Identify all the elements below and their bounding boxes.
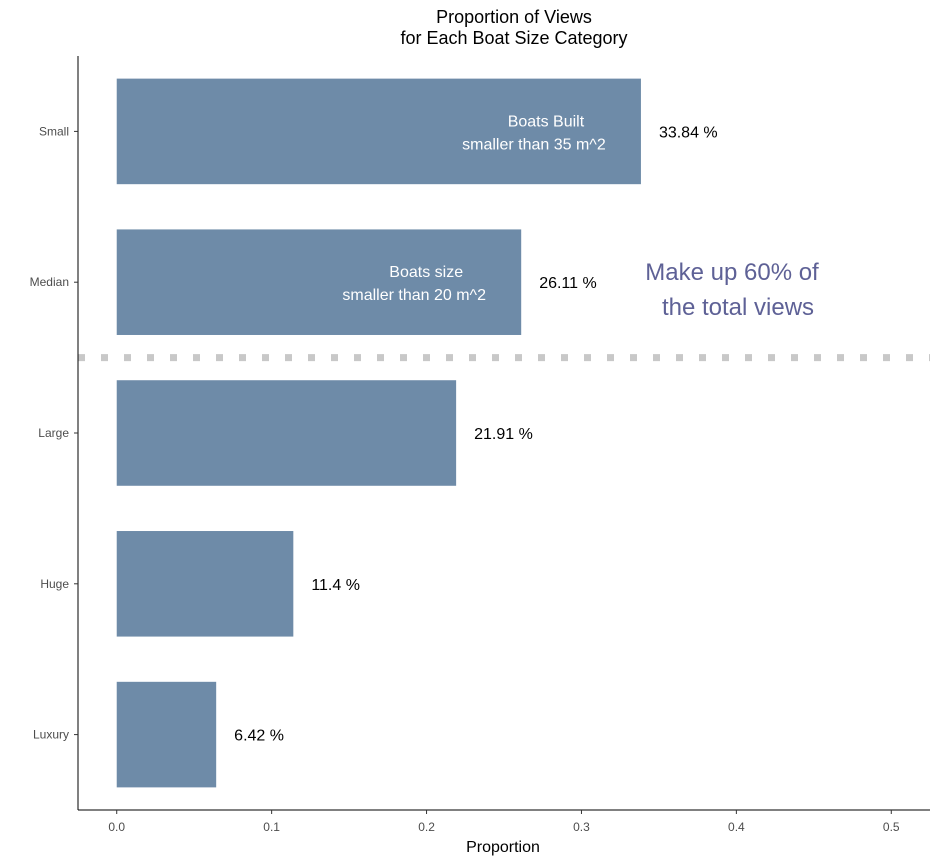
callout-group: Make up 60% of the total views: [645, 259, 819, 321]
chart-title-line-2: for Each Boat Size Category: [400, 28, 627, 48]
bar-median: [116, 229, 522, 335]
value-label-luxury: 6.42 %: [234, 728, 284, 745]
bar-large: [116, 380, 457, 486]
chart-title-line-1: Proportion of Views: [436, 7, 592, 27]
value-label-large: 21.91 %: [474, 426, 533, 443]
y-tick-label-large: Large: [38, 426, 69, 440]
x-axis-title: Proportion: [466, 839, 540, 856]
y-tick-label-luxury: Luxury: [33, 728, 69, 742]
y-ticks-group: Small Median Large Huge Luxury: [30, 124, 78, 742]
x-tick-label-3: 0.3: [573, 820, 590, 834]
callout-line-1: Make up 60% of: [645, 259, 819, 286]
value-label-small: 33.84 %: [659, 124, 718, 141]
bar-small: [116, 78, 641, 185]
value-label-huge: 11.4 %: [311, 577, 360, 594]
x-tick-label-4: 0.4: [728, 820, 745, 834]
x-ticks-group: 0.0 0.1 0.2 0.3 0.4 0.5: [108, 810, 900, 834]
bar-annotation-median-line-2: smaller than 20 m^2: [342, 287, 486, 304]
y-tick-label-huge: Huge: [40, 577, 69, 591]
x-tick-label-0: 0.0: [108, 820, 125, 834]
callout-line-2: the total views: [662, 294, 814, 321]
x-tick-label-2: 0.2: [418, 820, 435, 834]
bars-group: 33.84 % 26.11 % 21.91 % 11.4 % 6.42 % Boats B…: [116, 78, 718, 788]
bar-annotation-small-line-1: Boats Built: [508, 113, 585, 130]
bar-annotation-small-line-2: smaller than 35 m^2: [462, 136, 606, 153]
x-tick-label-5: 0.5: [883, 820, 900, 834]
bar-annotation-median-line-1: Boats size: [389, 264, 463, 281]
y-tick-label-small: Small: [39, 124, 69, 138]
value-label-median: 26.11 %: [539, 275, 597, 292]
bar-luxury: [116, 681, 217, 788]
bar-huge: [116, 531, 294, 637]
x-tick-label-1: 0.1: [263, 820, 280, 834]
y-tick-label-median: Median: [30, 275, 69, 289]
